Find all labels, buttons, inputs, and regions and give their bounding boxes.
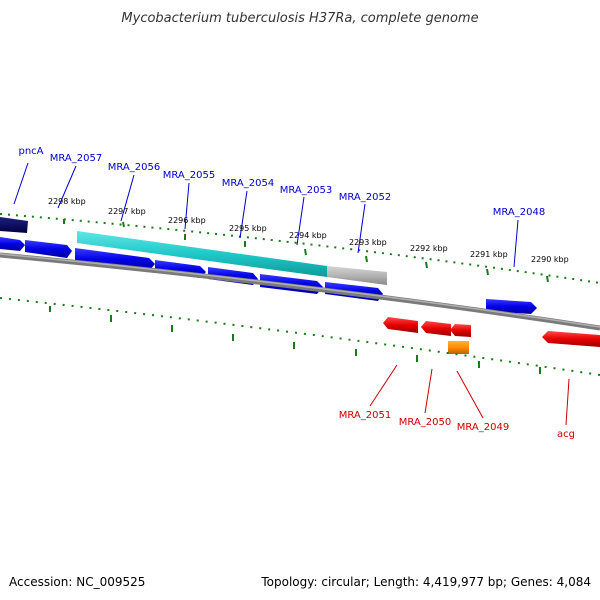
forward-labels: pncA MRA_2057 MRA_2056 MRA_2055 MRA_2054…: [18, 146, 545, 218]
scale-label: 2290 kbp: [531, 255, 569, 264]
gene-reverse[interactable]: [421, 321, 451, 336]
scale-label: 2296 kbp: [168, 216, 206, 225]
scale-label: 2298 kbp: [48, 197, 86, 206]
scale-tick: [304, 248, 307, 256]
reverse-labels: MRA_2051 MRA_2050 MRA_2049 acg: [339, 410, 575, 440]
leader-line: [13, 162, 29, 205]
gene-label-MRA_2053[interactable]: MRA_2053: [280, 185, 332, 196]
forward-leaders: [13, 162, 519, 268]
leader-line: [239, 190, 248, 239]
region-grey: [327, 266, 387, 285]
genome-backbone-shine: [0, 253, 600, 328]
gene-highlight-orange[interactable]: [448, 341, 469, 354]
leader-line: [456, 370, 484, 419]
gene-label-MRA_2052[interactable]: MRA_2052: [339, 192, 391, 203]
scale-tick: [486, 268, 489, 276]
leader-line: [424, 368, 433, 414]
scale-tick: [122, 221, 125, 228]
scale-tick: [425, 261, 428, 269]
gene-label-pncA[interactable]: pncA: [18, 146, 43, 157]
gene-forward[interactable]: [25, 240, 72, 258]
gene-label-MRA_2054[interactable]: MRA_2054: [222, 178, 274, 189]
leader-line: [357, 203, 366, 254]
scale-label: 2297 kbp: [108, 207, 146, 216]
scale-label: 2295 kbp: [229, 224, 267, 233]
scale-tick: [546, 275, 549, 283]
scale-label: 2291 kbp: [470, 250, 508, 259]
leader-line: [369, 364, 398, 407]
gene-forward[interactable]: [75, 248, 155, 271]
gene-reverse[interactable]: [383, 317, 418, 333]
gene-MRA_2048[interactable]: [486, 299, 537, 314]
scale-tick: [365, 255, 368, 263]
gene-label-MRA_2048[interactable]: MRA_2048: [493, 207, 545, 218]
highlight-regions: [77, 231, 387, 285]
reverse-leaders: [369, 364, 570, 426]
leader-line: [296, 196, 305, 246]
upper-scale: [0, 213, 600, 284]
map-title: Mycobacterium tuberculosis H37Ra, comple…: [121, 11, 478, 26]
genome-summary-text: Topology: circular; Length: 4,419,977 bp…: [260, 575, 591, 589]
accession-text: Accession: NC_009525: [9, 575, 145, 589]
gene-acg[interactable]: [542, 331, 600, 347]
scale-label: 2293 kbp: [349, 238, 387, 247]
leader-line: [57, 165, 77, 209]
gene-label-MRA_2050[interactable]: MRA_2050: [399, 417, 451, 428]
leader-line: [120, 174, 135, 222]
gene-pncA[interactable]: [0, 217, 28, 233]
region-cyan: [77, 231, 327, 277]
reverse-genes: [383, 317, 600, 354]
gene-label-MRA_2049[interactable]: MRA_2049: [457, 422, 509, 433]
scale-labels: 2298 kbp 2297 kbp 2296 kbp 2295 kbp 2294…: [48, 197, 569, 264]
gene-label-acg[interactable]: acg: [557, 429, 575, 440]
leader-line: [565, 378, 570, 426]
leader-line: [513, 219, 519, 268]
gene-label-MRA_2056[interactable]: MRA_2056: [108, 162, 160, 173]
gene-forward[interactable]: [0, 237, 25, 251]
lower-scale: [0, 297, 600, 376]
scale-label: 2292 kbp: [410, 244, 448, 253]
gene-label-MRA_2057[interactable]: MRA_2057: [50, 153, 102, 164]
gene-label-MRA_2055[interactable]: MRA_2055: [163, 170, 215, 181]
scale-label: 2294 kbp: [289, 231, 327, 240]
gene-label-MRA_2051[interactable]: MRA_2051: [339, 410, 391, 421]
leader-line: [184, 182, 190, 230]
gene-reverse[interactable]: [450, 324, 471, 337]
genome-backbone: [0, 252, 600, 331]
